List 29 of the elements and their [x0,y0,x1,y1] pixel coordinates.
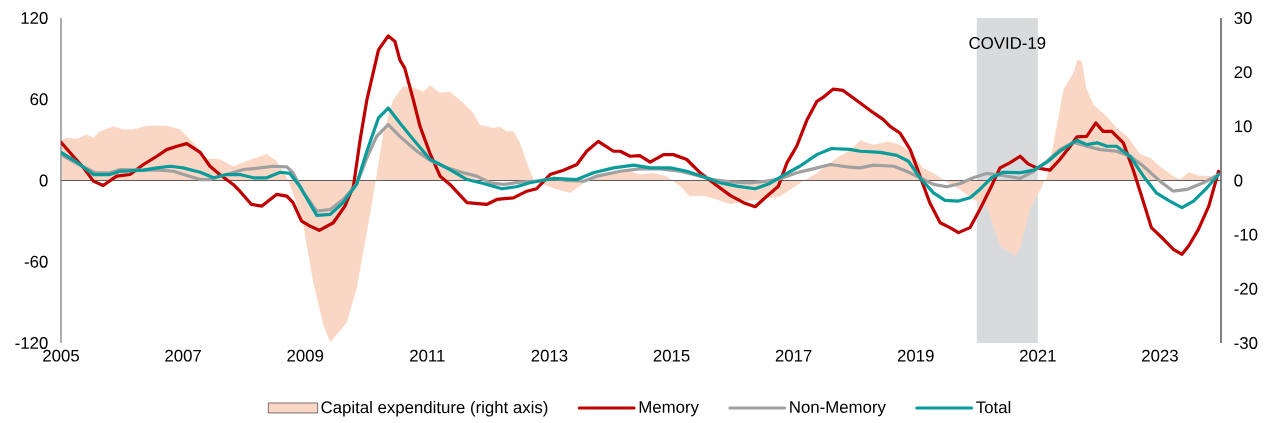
legend-label: Non-Memory [790,401,886,417]
y2-tick-label: 0 [1234,174,1243,187]
y-tick-label: 0 [39,174,48,187]
y-tick-label: 120 [21,12,48,24]
x-tick-label: 2023 [1142,349,1178,362]
x-tick-label: 2009 [287,349,324,362]
x-tick-label: 2021 [1019,349,1056,362]
legend-label: Memory [639,401,699,417]
y2-tick-label: 30 [1234,12,1252,24]
y-tick-label: -60 [24,255,48,268]
x-tick-label: 2019 [897,349,934,362]
y2-tick-label: -30 [1234,337,1258,349]
x-tick-label: 2007 [165,349,201,362]
legend-label: Capital expenditure (right axis) [321,400,548,417]
y2-tick-label: -10 [1234,228,1258,241]
y2-tick-label: 20 [1234,66,1252,79]
y2-tick-label: 10 [1234,120,1252,133]
x-tick-label: 2015 [653,349,690,362]
y-tick-label: -120 [15,337,48,349]
x-tick-label: 2005 [43,349,79,362]
y-tick-label: 60 [30,93,48,106]
x-tick-label: 2011 [410,349,445,362]
line-series [61,34,1221,256]
legend-label: Total [976,400,1011,414]
x-tick-label: 2013 [531,349,568,362]
y2-tick-label: -20 [1234,282,1258,295]
band-label: COVID-19 [969,37,1046,49]
x-tick-label: 2017 [775,349,812,362]
line-series [61,106,1221,218]
